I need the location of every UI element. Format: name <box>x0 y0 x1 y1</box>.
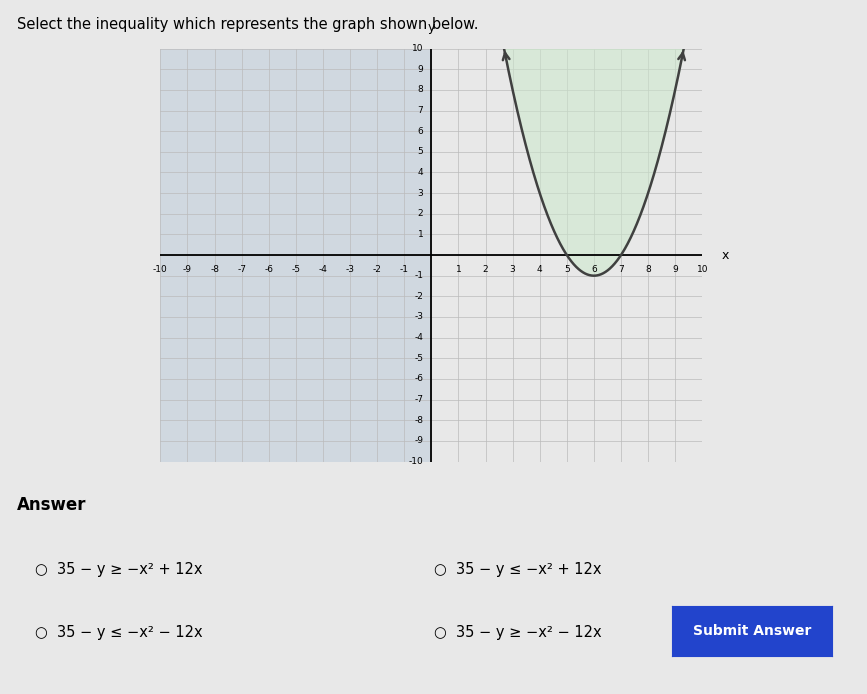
Text: 4: 4 <box>418 168 423 177</box>
Text: ○  35 − y ≥ −x² − 12x: ○ 35 − y ≥ −x² − 12x <box>434 625 601 640</box>
Text: 3: 3 <box>417 189 423 198</box>
Text: -2: -2 <box>373 265 381 274</box>
Text: -4: -4 <box>414 333 423 342</box>
Text: 8: 8 <box>417 85 423 94</box>
Text: 7: 7 <box>417 106 423 115</box>
Text: 9: 9 <box>672 265 678 274</box>
Text: Submit Answer: Submit Answer <box>693 624 812 638</box>
Text: 8: 8 <box>645 265 651 274</box>
Text: -1: -1 <box>400 265 408 274</box>
Text: -8: -8 <box>210 265 219 274</box>
Text: -7: -7 <box>414 395 423 404</box>
Text: ○  35 − y ≤ −x² − 12x: ○ 35 − y ≤ −x² − 12x <box>35 625 202 640</box>
Text: -9: -9 <box>183 265 192 274</box>
Text: x: x <box>721 248 728 262</box>
Text: -5: -5 <box>414 354 423 363</box>
Text: y: y <box>427 21 435 34</box>
Text: -10: -10 <box>408 457 423 466</box>
Text: 1: 1 <box>455 265 461 274</box>
Text: 10: 10 <box>696 265 708 274</box>
Text: -8: -8 <box>414 416 423 425</box>
Text: 6: 6 <box>417 127 423 135</box>
Text: -1: -1 <box>414 271 423 280</box>
Text: -2: -2 <box>414 292 423 301</box>
Text: 5: 5 <box>564 265 570 274</box>
Text: 7: 7 <box>618 265 624 274</box>
Text: Select the inequality which represents the graph shown below.: Select the inequality which represents t… <box>17 17 479 33</box>
Bar <box>432 49 702 462</box>
Text: -4: -4 <box>318 265 328 274</box>
Text: -3: -3 <box>346 265 355 274</box>
Text: -10: -10 <box>153 265 168 274</box>
Text: ○  35 − y ≤ −x² + 12x: ○ 35 − y ≤ −x² + 12x <box>434 562 601 577</box>
Text: 10: 10 <box>412 44 423 53</box>
Text: 2: 2 <box>418 210 423 218</box>
Text: -6: -6 <box>414 375 423 383</box>
Text: -6: -6 <box>264 265 273 274</box>
Text: 1: 1 <box>417 230 423 239</box>
Text: 4: 4 <box>537 265 543 274</box>
Bar <box>160 49 432 462</box>
Text: -9: -9 <box>414 437 423 446</box>
Text: Answer: Answer <box>17 496 87 514</box>
Text: -3: -3 <box>414 312 423 321</box>
Text: -7: -7 <box>238 265 246 274</box>
Text: 6: 6 <box>591 265 596 274</box>
Text: 2: 2 <box>483 265 488 274</box>
Text: 5: 5 <box>417 147 423 156</box>
Text: 9: 9 <box>417 65 423 74</box>
Text: 3: 3 <box>510 265 516 274</box>
Text: ○  35 − y ≥ −x² + 12x: ○ 35 − y ≥ −x² + 12x <box>35 562 202 577</box>
Text: -5: -5 <box>291 265 300 274</box>
